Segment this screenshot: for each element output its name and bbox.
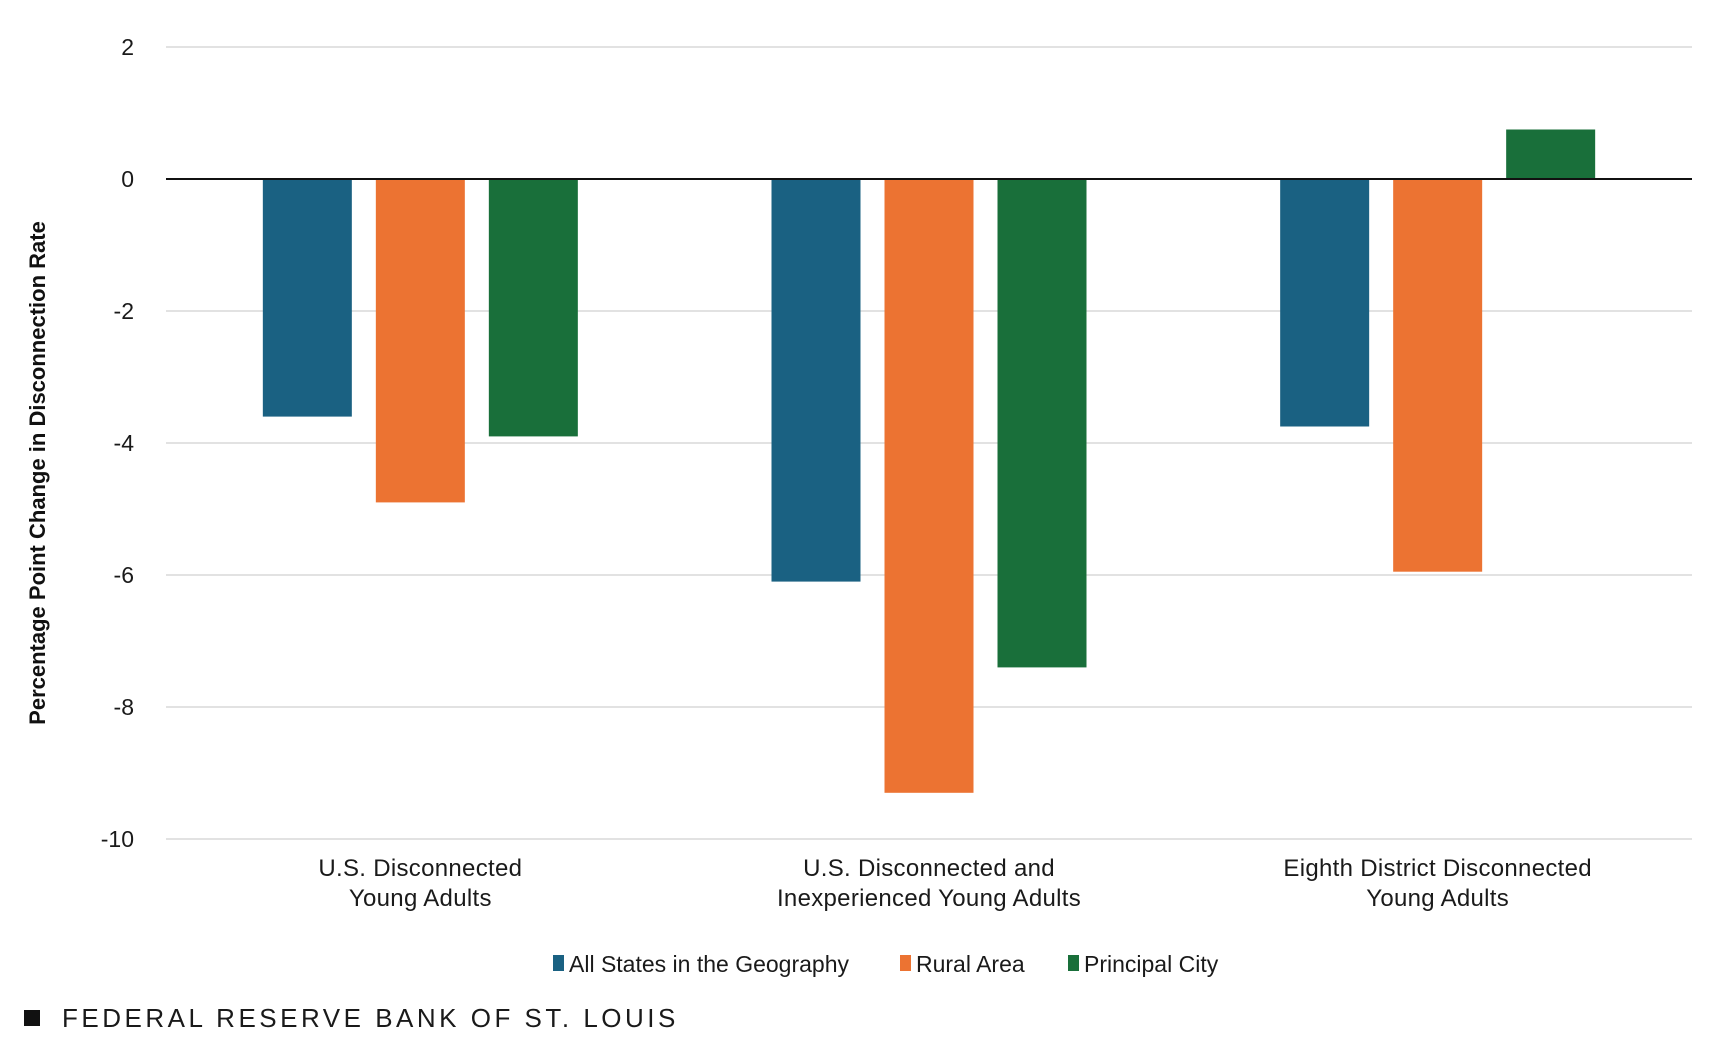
brand-text: FEDERAL RESERVE BANK OF ST. LOUIS bbox=[62, 1003, 679, 1033]
bars bbox=[262, 129, 1596, 793]
bar-all-states-in-the-geography-0 bbox=[262, 179, 352, 417]
bar-rural-area-0 bbox=[375, 179, 465, 503]
legend-label: Principal City bbox=[1084, 951, 1219, 977]
brand-square-icon bbox=[24, 1010, 40, 1026]
x-category-label: U.S. Disconnected bbox=[318, 855, 522, 882]
y-tick-label: -4 bbox=[114, 430, 135, 456]
x-axis-categories: U.S. Disconnected Young Adults U.S. Discon… bbox=[318, 855, 1592, 912]
y-tick-label: -2 bbox=[114, 298, 134, 324]
legend: All States in the Geography Rural Area Pri… bbox=[553, 951, 1219, 977]
bar-all-states-in-the-geography-2 bbox=[1280, 179, 1370, 427]
y-axis-ticks: 2 0 -2 -4 -6 -8 -10 bbox=[101, 34, 134, 852]
x-category-label: Young Adults bbox=[349, 885, 492, 912]
footer-brand: FEDERAL RESERVE BANK OF ST. LOUIS bbox=[24, 1005, 679, 1031]
x-category-label: Inexperienced Young Adults bbox=[777, 885, 1081, 912]
legend-swatch bbox=[553, 955, 564, 971]
bar-rural-area-1 bbox=[884, 179, 974, 793]
x-category-label: Young Adults bbox=[1366, 885, 1509, 912]
bar-principal-city-0 bbox=[488, 179, 578, 437]
y-tick-label: -6 bbox=[114, 562, 134, 588]
bar-principal-city-1 bbox=[997, 179, 1087, 668]
bar-principal-city-2 bbox=[1506, 129, 1596, 179]
y-axis-label: Percentage Point Change in Disconnection… bbox=[25, 221, 50, 725]
legend-swatch bbox=[1068, 955, 1079, 971]
y-tick-label: 0 bbox=[121, 166, 134, 192]
x-category-label: U.S. Disconnected and bbox=[803, 855, 1055, 882]
legend-label: Rural Area bbox=[916, 951, 1025, 977]
y-tick-label: -10 bbox=[101, 826, 134, 852]
legend-label: All States in the Geography bbox=[569, 951, 849, 977]
legend-swatch bbox=[900, 955, 911, 971]
bar-all-states-in-the-geography-1 bbox=[771, 179, 861, 582]
x-category-label: Eighth District Disconnected bbox=[1283, 855, 1592, 882]
bar-rural-area-2 bbox=[1393, 179, 1483, 572]
y-tick-label: 2 bbox=[121, 34, 134, 60]
y-tick-label: -8 bbox=[114, 694, 134, 720]
